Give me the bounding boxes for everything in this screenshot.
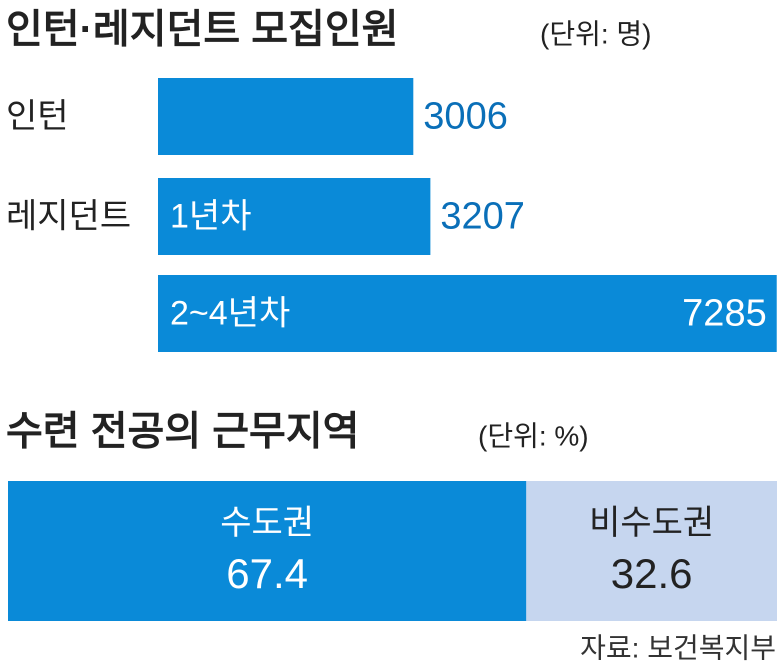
value-label: 67.4 — [226, 550, 308, 597]
value-label: 32.6 — [611, 550, 693, 597]
source: 자료: 보건복지부 — [580, 632, 776, 663]
value-label: 3006 — [423, 96, 508, 138]
segment-name: 수도권 — [220, 504, 314, 542]
bar — [158, 78, 414, 155]
value-label: 3207 — [440, 196, 525, 238]
bar-segment — [526, 481, 777, 621]
bar — [158, 178, 431, 255]
category-label: 레지던트 — [6, 197, 131, 235]
bar-segment — [8, 481, 527, 621]
bar-label: 1년차 — [170, 197, 251, 235]
chart-title: 인턴·레지던트 모집인원 — [6, 8, 398, 52]
chart-subtitle: (단위: 명) — [540, 18, 652, 49]
category-label: 인턴 — [6, 97, 69, 135]
bar — [158, 275, 777, 352]
chart-subtitle: (단위: %) — [478, 420, 589, 451]
bar-label: 2~4년차 — [170, 294, 290, 332]
segment-name: 비수도권 — [589, 504, 714, 542]
chart-title: 수련 전공의 근무지역 — [6, 410, 359, 454]
value-label: 7285 — [682, 293, 767, 335]
